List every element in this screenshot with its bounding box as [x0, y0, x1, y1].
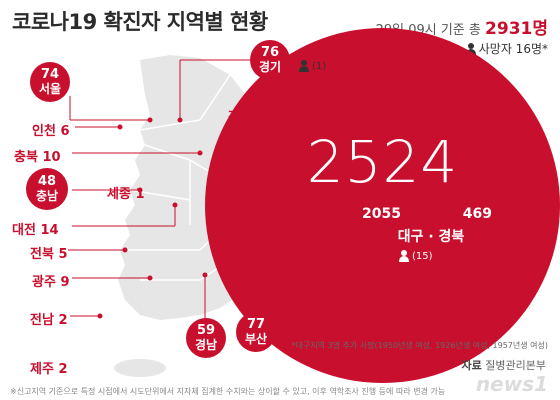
- region-gyeongnam: 59 경남: [186, 318, 226, 358]
- region-chungnam: 48 충남: [26, 168, 68, 210]
- region-borders: [125, 74, 231, 281]
- region-busan: 77 부산: [236, 312, 276, 352]
- deaths-footnote: *대구지역 3명 추가 사망(1950년생 여성, 1926년생 여성, 195…: [291, 341, 548, 350]
- deaths-text: 사망자 16명*: [478, 42, 548, 56]
- daegu-gyeongbuk-breakdown: 2055 469: [362, 206, 492, 222]
- daegu-count: 2055: [362, 206, 401, 222]
- source: 자료 질병관리본부: [461, 359, 546, 372]
- region-gangwon: 강원 7: [228, 110, 266, 125]
- region-jeju: 제주 2: [30, 362, 68, 377]
- daegu-gyeongbuk-deaths: (15): [398, 250, 433, 262]
- person-icon: [298, 60, 310, 72]
- region-chungbuk: 충북 10: [14, 150, 61, 165]
- region-ulsan: 울산 17: [256, 292, 303, 307]
- region-incheon: 인천 6: [32, 124, 70, 139]
- region-gyeonggi: 76 경기: [250, 40, 290, 80]
- region-sejong: 세종 1: [107, 187, 145, 202]
- gyeongbuk-count: 469: [462, 206, 492, 222]
- news1-logo: news1: [475, 372, 548, 396]
- region-jeonbuk: 전북 5: [30, 247, 68, 262]
- region-daejeon: 대전 14: [12, 223, 59, 238]
- daegu-gyeongbuk-total: 2524: [306, 128, 459, 196]
- gyeonggi-deaths: (1): [298, 60, 326, 72]
- footnote: ※신고지역 기준으로 특정 시점에서 시도단위에서 지자체 집계한 수치와는 상…: [10, 387, 446, 396]
- daegu-gyeongbuk-label: 대구 · 경북: [397, 229, 465, 245]
- region-jeonnam: 전남 2: [30, 313, 68, 328]
- page-title: 코로나19 확진자 지역별 현황: [12, 10, 268, 34]
- region-gwangju: 광주 9: [32, 275, 70, 290]
- total-label: 총: [468, 23, 481, 38]
- total-count: 2931명: [485, 19, 548, 39]
- person-icon: [398, 250, 410, 262]
- jeju-island: [114, 359, 166, 377]
- region-seoul: 74 서울: [30, 62, 70, 102]
